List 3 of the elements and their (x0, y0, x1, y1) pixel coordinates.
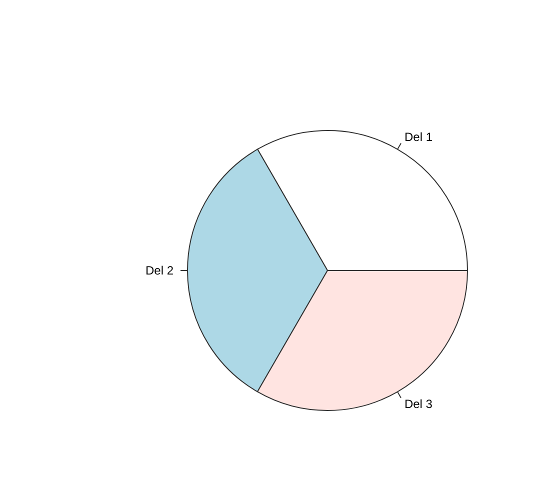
slice-label: Del 2 (145, 263, 174, 278)
slice-label: Del 1 (404, 130, 433, 144)
slice-label: Del 3 (404, 396, 433, 411)
